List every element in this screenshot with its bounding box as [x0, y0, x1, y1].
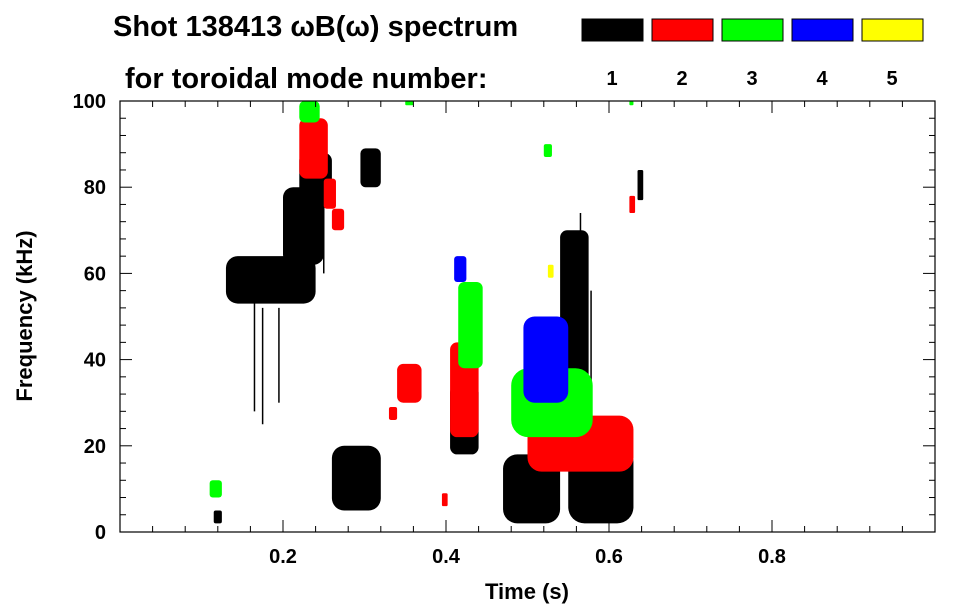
legend-swatch-mode-2: [651, 18, 714, 42]
chart-title-line1: Shot 138413 ωB(ω) spectrum: [113, 11, 518, 43]
mode-3-region-5: [209, 480, 222, 498]
mode-2-region-4: [397, 363, 422, 403]
mode-3-region-4: [543, 144, 552, 158]
mode-1-region-11: [637, 169, 644, 201]
legend: 1 2 3 4 5: [581, 18, 924, 90]
mode-2-region-3: [331, 208, 345, 231]
mode-2-region-7: [388, 407, 398, 420]
series-mode-4: [454, 256, 569, 403]
mode-2-region-2: [323, 178, 336, 209]
mode-1-region-2: [283, 187, 324, 265]
legend-label-mode-5: 5: [886, 68, 897, 90]
x-tick-label: 0.8: [758, 546, 786, 568]
plot-data: [209, 101, 644, 524]
y-axis-label: Frequency (kHz): [12, 230, 37, 401]
x-tick-label: 0.6: [595, 546, 623, 568]
axis-ticks: [119, 100, 936, 533]
x-tick-label: 0.2: [269, 546, 297, 568]
mode-2-region-1: [299, 118, 328, 179]
chart-title-line2: for toroidal mode number:: [125, 63, 488, 95]
series-mode-5: [547, 264, 554, 278]
legend-label-mode-2: 2: [676, 68, 687, 90]
y-tick-label: 80: [84, 177, 106, 199]
mode-1-region-5: [331, 445, 381, 511]
mode-2-region-8: [629, 195, 636, 214]
legend-swatch-mode-4: [791, 18, 854, 42]
mode-3-region-7: [629, 101, 634, 106]
mode-2-region-9: [441, 493, 448, 507]
mode-3-region-2: [458, 282, 483, 369]
y-tick-label: 40: [84, 350, 106, 372]
x-tick-label: 0.4: [432, 546, 461, 568]
y-tick-label: 100: [73, 91, 106, 113]
mode-4-region-2: [454, 256, 467, 283]
plot-frame: [119, 100, 936, 533]
mode-1-region-10: [213, 510, 222, 524]
y-tick-label: 0: [95, 522, 106, 544]
mode-1-region-1: [225, 256, 316, 304]
legend-swatch-mode-1: [581, 18, 644, 42]
mode-4-region-1: [523, 316, 569, 403]
legend-label-mode-1: 1: [606, 68, 617, 90]
legend-label-mode-4: 4: [816, 68, 828, 90]
x-axis-label: Time (s): [485, 579, 569, 604]
y-tick-label: 20: [84, 436, 106, 458]
legend-swatch-mode-5: [861, 18, 924, 42]
tick-labels: 0.2 0.4 0.6 0.8 0 20 40 60 80 100: [73, 91, 786, 568]
legend-label-mode-3: 3: [746, 68, 757, 90]
mode-1-region-4: [360, 148, 381, 188]
y-tick-label: 60: [84, 263, 106, 285]
mode-3-region-1: [299, 101, 320, 123]
mode-3-region-6: [405, 101, 414, 106]
mode-5-region-1: [547, 264, 554, 278]
legend-swatch-mode-3: [721, 18, 784, 42]
